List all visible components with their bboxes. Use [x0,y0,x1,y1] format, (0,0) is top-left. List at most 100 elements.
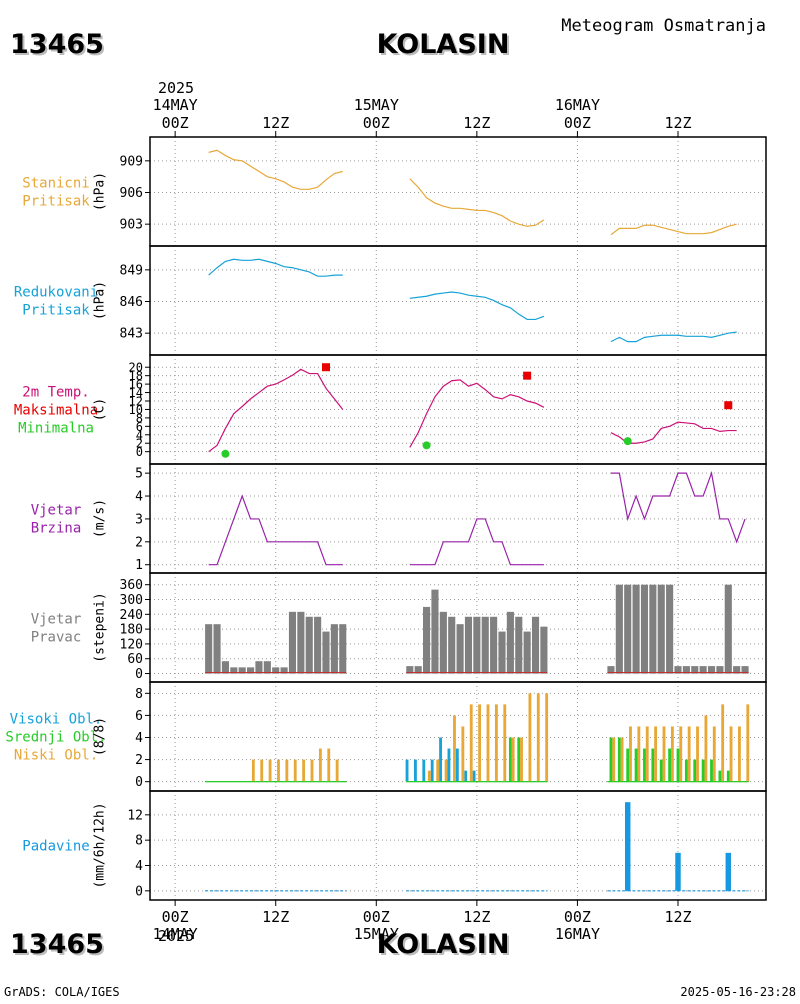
y-tick-label: 14 [129,386,143,400]
cloud-cover-bar [422,759,426,782]
cloud-cover-bar [643,748,646,782]
cloud-cover-bar [427,770,431,782]
cloud-cover-bar [746,704,750,782]
wind-direction-bar [666,584,674,674]
cloud-cover-bar [405,759,409,782]
y-tick-label: 0 [136,445,143,459]
wind-speed-label: Brzina [31,521,82,537]
max-temp-marker [322,363,330,372]
cloud-cover-bar [687,726,691,782]
cloud-cover-bar [517,737,521,782]
station-name-top: KOLASIN [379,31,512,62]
bottom-day-label: 14MAY [153,925,198,943]
year-bottom: 2025 [158,927,194,945]
wind-direction-bar [741,666,749,674]
product-title: Meteogram Osmatranja [561,16,766,36]
cloud-cover-bar [637,726,641,782]
wind-direction-bar [339,624,347,674]
reduced-pressure-label: Redukovani [14,285,98,301]
cloud-cover-bar [629,726,632,782]
wind-direction-bar [531,616,540,674]
wind-direction-unit: (stepeni) [93,592,108,662]
wind-direction-bar [724,584,732,674]
wind-speed-line [610,470,746,544]
cloud-cover-bar [721,704,725,782]
wind-direction-bar [699,666,707,674]
cloud-cover-bar [285,759,289,782]
y-tick-label: 60 [127,652,143,667]
station-id-top: 13465 [12,31,106,62]
cloud-cover-bar [478,704,482,782]
cloud-cover-bar [676,748,680,782]
year-top: 2025 [158,79,194,97]
cloud-cover-bar [486,704,490,782]
credit: GrADS: COLA/IGES [4,985,120,999]
y-tick-label: 906 [120,186,143,201]
reduced-pressure-label: Pritisak [22,303,90,319]
wind-direction-bar [406,666,414,674]
y-tick-label: 300 [120,593,143,608]
wind-direction-bar [649,584,657,674]
cloud-cover-bar [545,693,549,782]
cloud-cover-bar [704,715,708,782]
y-tick-label: 3 [135,512,143,527]
wind-direction-bar [615,584,623,674]
y-tick-label: 360 [120,578,143,593]
cloud-cover-bar [701,759,705,782]
station-pressure-frame [149,136,767,247]
y-tick-label: 2 [135,535,143,550]
max-temp-marker [724,401,733,410]
y-tick-label: 6 [136,420,143,434]
cloud-cover-bar [414,759,417,782]
min-temp-marker [422,441,431,450]
bottom-hour-label: 12Z [463,908,490,926]
y-tick-label: 240 [120,608,143,623]
precipitation-bar [624,802,631,891]
cloud-cover-bar [679,726,683,782]
cloud-cover-bar [684,759,688,782]
cloud-cover-bar [511,737,515,782]
cloud-cover-bar [508,737,512,782]
cloud-cover-bar [455,748,459,782]
reduced-pressure-frame [149,245,767,356]
cloud-cover-bar [260,759,264,782]
wind-direction-bar [515,616,523,674]
y-tick-label: 18 [129,369,143,383]
wind-direction-bar [707,666,716,674]
cloud-cover-bar [620,737,624,782]
wind-direction-bar [213,624,221,674]
wind-direction-bar [481,616,489,674]
y-tick-label: 4 [136,428,143,442]
wind-direction-bar [632,584,640,674]
wind-direction-label: Pravac [31,630,82,646]
cloud-cover-bar [609,737,613,782]
min-temp-marker [221,449,230,458]
top-hour-label: 00Z [162,114,189,132]
cloud-cover-bar [430,759,434,782]
cloud-cover-bar [651,748,655,782]
y-tick-label: 1 [135,558,143,573]
cloud-cover-bar [668,748,672,782]
y-tick-label: 10 [129,403,143,417]
cloud-cover-bar [712,726,716,782]
precipitation-frame [149,790,767,901]
wind-direction-bar [624,584,632,674]
top-hour-label: 12Z [463,114,490,132]
y-tick-label: 12 [127,808,143,823]
station-name-top-shadow: KOLASIN [377,29,510,60]
y-tick-label: 6 [135,709,143,724]
wind-direction-bar [506,611,514,674]
y-tick-label: 12 [129,395,143,409]
bottom-hour-label: 12Z [262,908,289,926]
cloud-cover-bar [520,737,523,782]
wind-direction-bar [423,606,431,674]
cloud-cover-label: Niski Obl. [14,748,98,764]
wind-direction-bar [733,666,741,674]
cloud-cover-bar [645,726,649,782]
cloud-cover-bar [318,748,322,782]
station-name-bottom: KOLASIN [379,931,512,962]
cloud-cover-bar [659,759,663,782]
wind-direction-bar [272,667,280,674]
station-pressure-line [610,223,737,236]
